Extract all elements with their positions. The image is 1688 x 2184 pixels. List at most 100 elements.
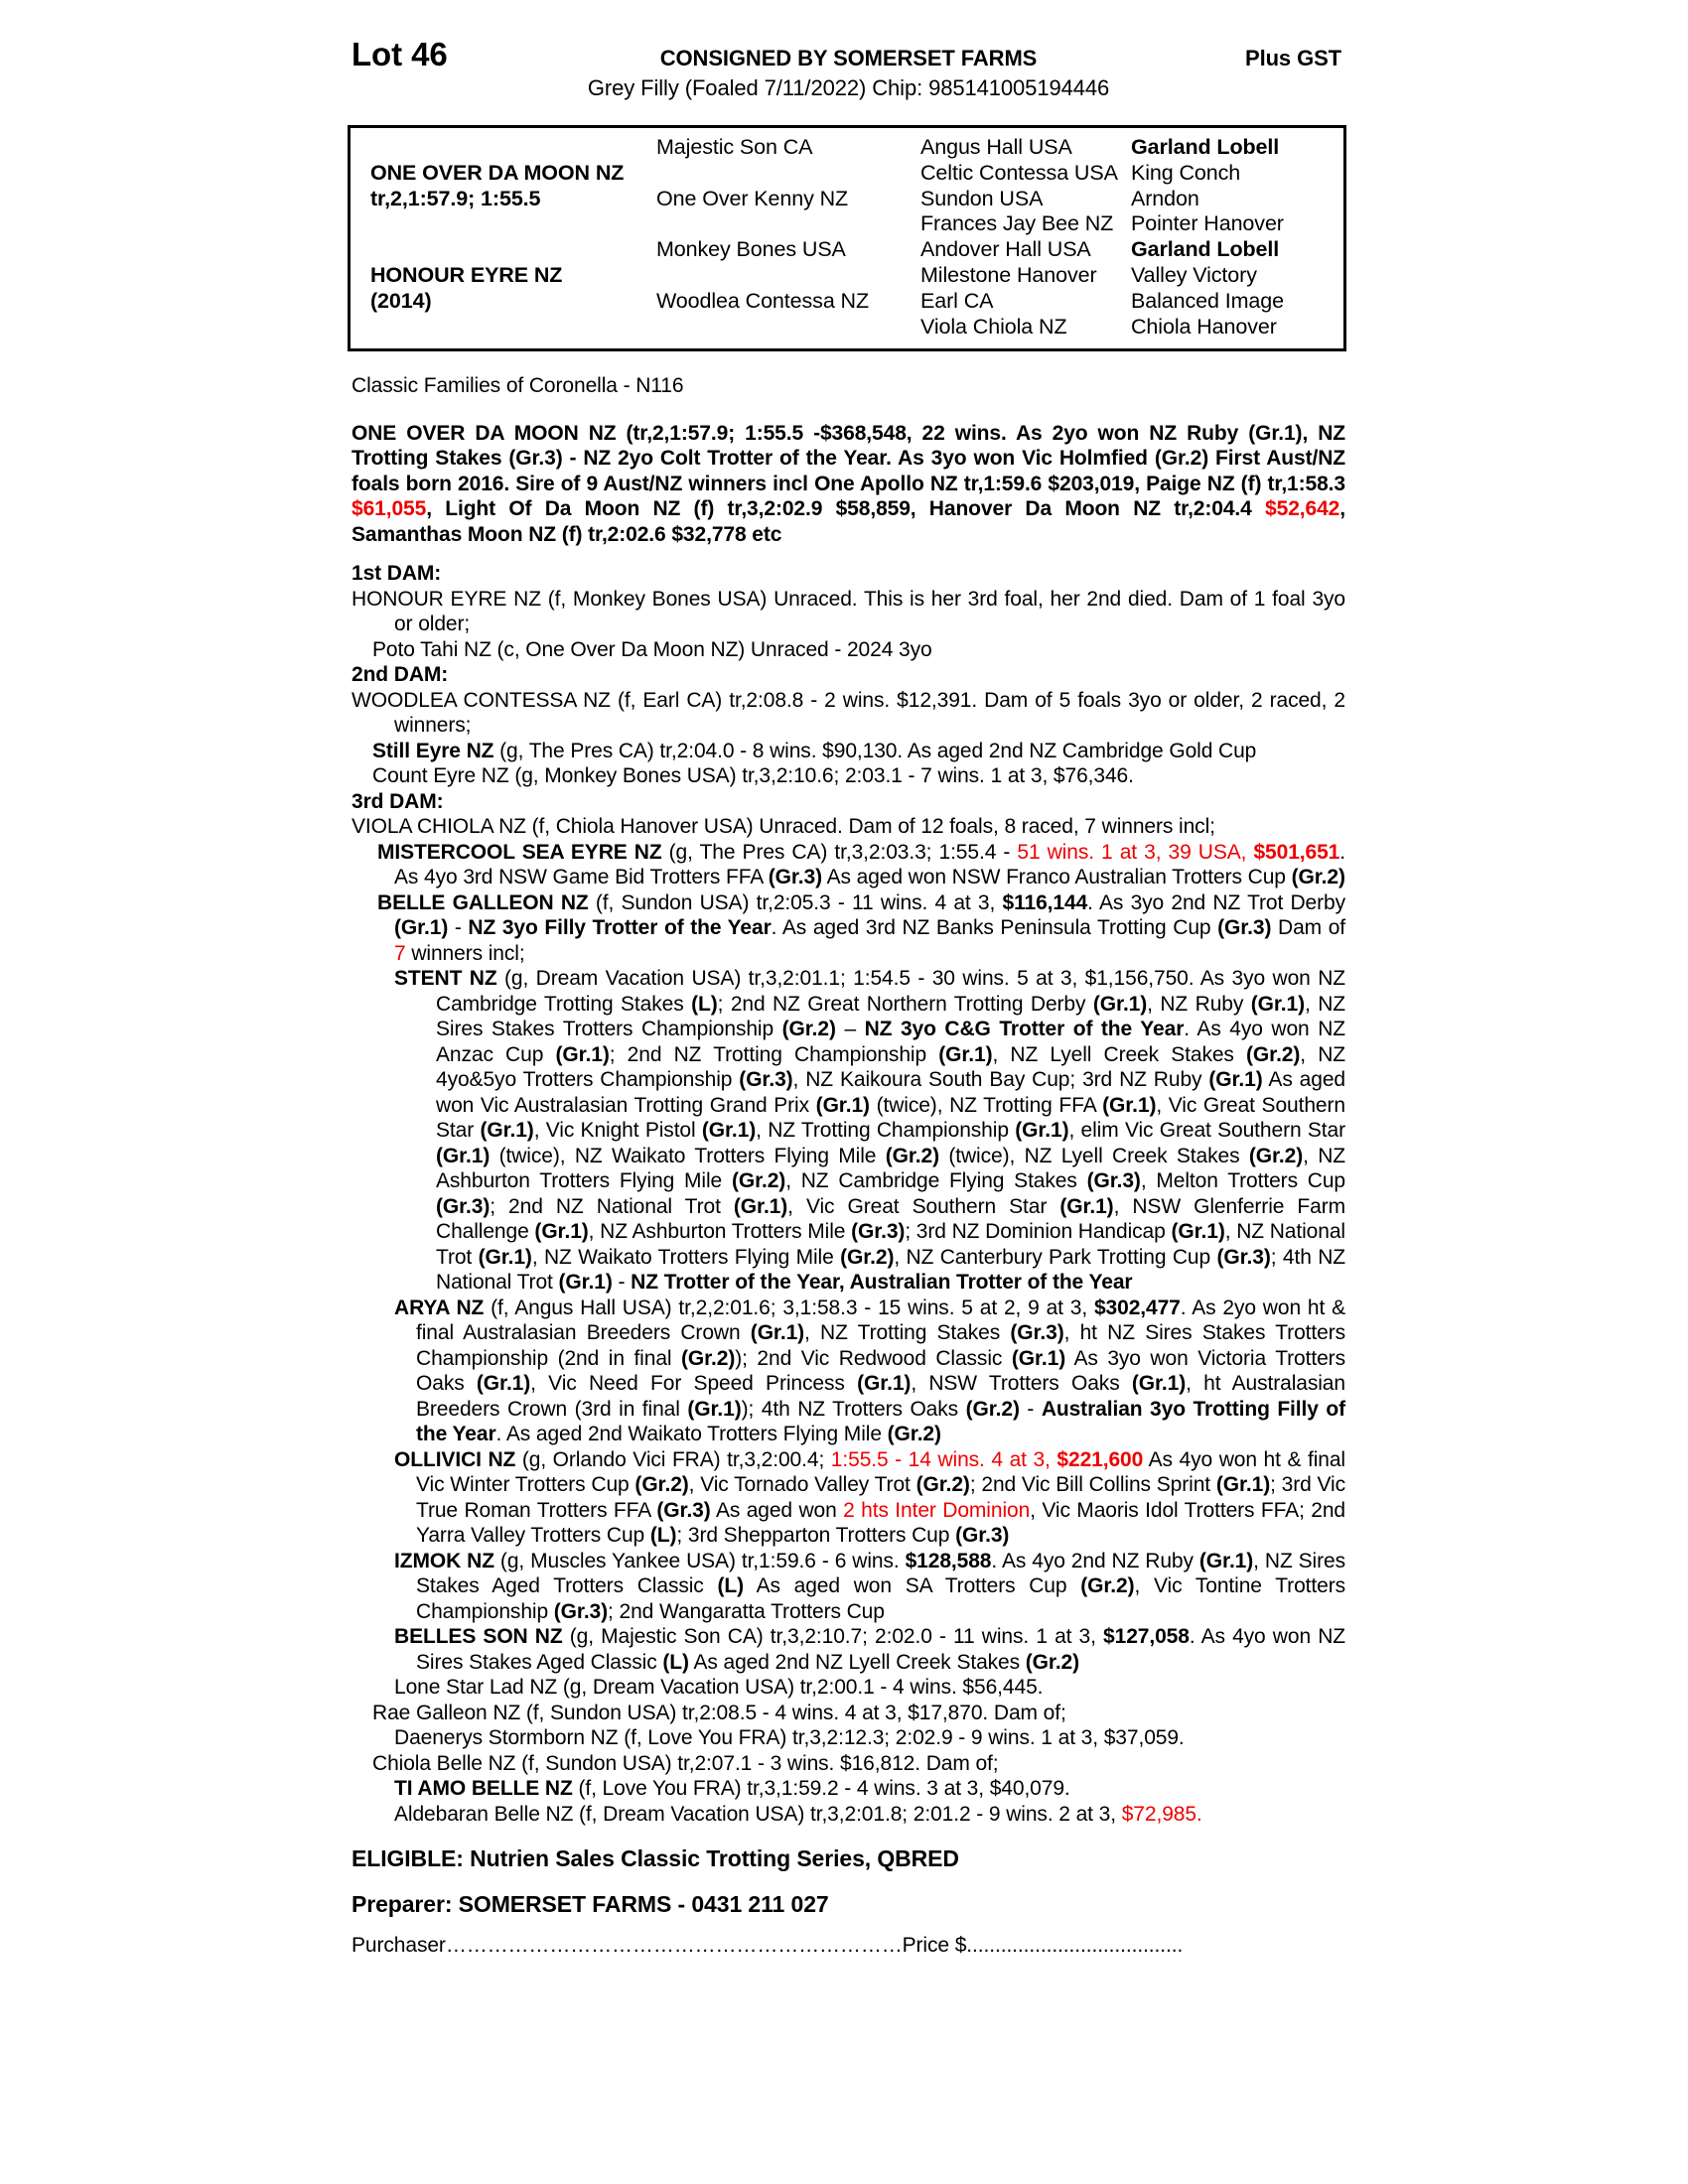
text-run: , NZ Sires Stakes Aged Trotters Classic — [416, 1549, 1345, 1598]
purchaser-price-line: Purchaser…………………………………………………………Price $..… — [352, 1933, 1345, 1959]
text-run: As 4yo won ht & final Vic Winter Trotter… — [416, 1447, 1345, 1497]
purchaser-label: Purchaser — [352, 1934, 446, 1958]
text-run: (Gr.2) — [1080, 1574, 1135, 1598]
text-run: $221,600 — [1056, 1447, 1144, 1471]
entry-ollivici: OLLIVICI NZ (g, Orlando Vici FRA) tr,3,2… — [394, 1447, 1345, 1549]
text-run: ; 2nd NZ Trotting Championship — [609, 1042, 939, 1066]
text-run: (g, The Pres CA) tr,2:04.0 - 8 wins. $90… — [493, 739, 1257, 762]
text-run: (Gr.1) — [1015, 1119, 1069, 1143]
text-run: Aldebaran Belle NZ (f, Dream Vacation US… — [394, 1802, 1122, 1826]
text-run: , elim Vic Great Southern Star — [1068, 1119, 1345, 1143]
text-run: (Gr.1) — [534, 1220, 589, 1244]
text-run: As aged won NSW Franco Australian Trotte… — [822, 866, 1292, 889]
text-run: (Gr.2) — [1246, 1042, 1301, 1066]
pedigree-cell: Balanced Image — [1131, 288, 1284, 313]
text-run: , NSW Glenferrie Farm Challenge — [436, 1194, 1345, 1244]
text-run: 1st DAM: — [352, 562, 442, 586]
text-run: , NZ Ashburton Trotters Mile — [588, 1220, 852, 1244]
text-run: (Gr.2) — [1291, 866, 1345, 889]
text-run: NZ 3yo Filly Trotter of the Year — [468, 916, 772, 940]
text-run: (g, Muscles Yankee USA) tr,1:59.6 - 6 wi… — [493, 1549, 906, 1572]
price-label: Price $ — [902, 1934, 967, 1958]
dam2-entry: WOODLEA CONTESSA NZ (f, Earl CA) tr,2:08… — [352, 688, 1345, 739]
text-run: . As 2yo won ht & final Australasian Bre… — [416, 1296, 1345, 1345]
pedigree-cell — [656, 161, 920, 187]
text-run: , Light Of Da Moon NZ (f) tr,3,2:02.9 $5… — [426, 497, 1266, 521]
text-run: 2nd DAM: — [352, 663, 449, 687]
text-run: (Gr.3) — [436, 1194, 491, 1218]
text-run: (twice), NZ Waikato Trotters Flying Mile — [490, 1144, 886, 1167]
text-run: , Vic Great Southern Star — [787, 1194, 1060, 1218]
lot-number: Lot 46 — [352, 36, 448, 72]
text-run: (Gr.1) — [1250, 992, 1305, 1016]
eligibility-note: ELIGIBLE: Nutrien Sales Classic Trotting… — [352, 1845, 959, 1872]
entry-stent: STENT NZ (g, Dream Vacation USA) tr,3,2:… — [394, 966, 1345, 1296]
text-run: , NZ 4yo&5yo Trotters Championship — [436, 1042, 1346, 1092]
text-run: (Gr.1) — [555, 1042, 610, 1066]
text-run: (L) — [649, 1524, 677, 1548]
text-run: Daenerys Stormborn NZ (f, Love You FRA) … — [394, 1726, 1185, 1750]
pedigree-grid: Majestic Son CA Angus Hall USA Garland Lob… — [370, 135, 1343, 340]
text-run: As aged won — [710, 1498, 844, 1522]
text-run: . As 3yo 2nd NZ Trot Derby — [1087, 890, 1346, 914]
text-run: Count Eyre NZ (g, Monkey Bones USA) tr,3… — [372, 764, 1134, 788]
text-run: ; 3rd NZ Dominion Handicap — [905, 1220, 1172, 1244]
text-run: TI AMO BELLE NZ — [394, 1777, 573, 1801]
text-run: (Gr.2) — [781, 1018, 836, 1041]
pedigree-cell: Angus Hall USA — [920, 135, 1072, 159]
entry-poto-tahi: Poto Tahi NZ (c, One Over Da Moon NZ) Un… — [372, 637, 1345, 663]
price-blank: ...................................... — [966, 1934, 1184, 1958]
text-run: Classic Families of Coronella - N116 — [352, 374, 684, 398]
entry-ti-amo-belle: TI AMO BELLE NZ (f, Love You FRA) tr,3,1… — [394, 1776, 1345, 1802]
text-run: (g, Orlando Vici FRA) tr,3,2:00.4; — [515, 1447, 831, 1471]
text-run: ); 2nd Vic Redwood Classic — [735, 1346, 1012, 1370]
pedigree-table: Majestic Son CA Angus Hall USA Garland Lob… — [348, 125, 1346, 352]
page-content: Lot 46 CONSIGNED BY SOMERSET FARMS Plus … — [348, 36, 1346, 1959]
text-run: (Gr.1) — [938, 1042, 993, 1066]
text-run: As aged won Vic Australasian Trotting Gr… — [436, 1068, 1346, 1117]
text-run: 1:55.5 - 14 wins. 4 at 3, — [830, 1447, 1057, 1471]
text-run: ); 4th NZ Trotters Oaks — [741, 1397, 966, 1421]
pedigree-cell — [370, 315, 656, 341]
text-run: (f, Love You FRA) tr,3,1:59.2 - 4 wins. … — [572, 1777, 1070, 1801]
pedigree-cell: HONOUR EYRE NZ — [370, 262, 563, 287]
text-run: , NZ Canterbury Park Trotting Cup — [894, 1245, 1217, 1269]
entry-arya: ARYA NZ (f, Angus Hall USA) tr,2,2:01.6;… — [394, 1296, 1345, 1447]
text-run: . As 4yo won NZ Sires Stakes Aged Classi… — [416, 1625, 1345, 1674]
pedigree-cell: Garland Lobell — [1131, 135, 1280, 159]
text-run: , Melton Trotters Cup — [1140, 1169, 1346, 1193]
text-run: (Gr.3) — [739, 1068, 793, 1092]
text-run: 2 hts Inter Dominion — [843, 1498, 1031, 1522]
entry-chiola-belle: Chiola Belle NZ (f, Sundon USA) tr,2:07.… — [372, 1751, 1345, 1777]
text-run: (Gr.1) — [1011, 1346, 1066, 1370]
text-run: (L) — [691, 992, 718, 1016]
text-run: $127,058 — [1103, 1625, 1190, 1649]
text-run: (Gr.1) — [476, 1372, 531, 1396]
text-run: – — [835, 1018, 865, 1041]
text-run: (Gr.1) — [750, 1321, 805, 1345]
sire-summary: ONE OVER DA MOON NZ (tr,2,1:57.9; 1:55.5… — [352, 421, 1345, 548]
text-run: STENT NZ — [394, 967, 497, 991]
text-run: , NZ Waikato Trotters Flying Mile — [531, 1245, 841, 1269]
text-run: , NZ Kaikoura South Bay Cup; 3rd NZ Ruby — [792, 1068, 1209, 1092]
text-run: ; 2nd Wangaratta Trotters Cup — [608, 1599, 885, 1623]
text-run: Lone Star Lad NZ (g, Dream Vacation USA)… — [394, 1676, 1044, 1700]
text-run: $302,477 — [1093, 1296, 1181, 1319]
horse-description: Grey Filly (Foaled 7/11/2022) Chip: 9851… — [587, 75, 1110, 100]
pedigree-cell: tr,2,1:57.9; 1:55.5 — [370, 186, 541, 210]
text-run: WOODLEA CONTESSA NZ (f, Earl CA) tr,2:08… — [352, 688, 1345, 738]
dam2-heading: 2nd DAM: — [352, 662, 1345, 688]
entry-izmok: IZMOK NZ (g, Muscles Yankee USA) tr,1:59… — [394, 1549, 1345, 1625]
pedigree-cell: Viola Chiola NZ — [920, 314, 1067, 339]
text-run: (Gr.1) — [701, 1119, 757, 1143]
text-run: . As 4yo won NZ Anzac Cup — [436, 1018, 1345, 1066]
pedigree-cell: Sundon USA — [920, 186, 1044, 210]
preparer-note: Preparer: SOMERSET FARMS - 0431 211 027 — [352, 1890, 829, 1917]
pedigree-cell — [656, 315, 920, 341]
text-run: (Gr.2) — [885, 1144, 939, 1167]
text-run: As aged won SA Trotters Cup — [743, 1574, 1081, 1598]
text-run: , ht Australasian Breeders Crown (3rd in… — [416, 1372, 1345, 1421]
text-run: (Gr.2) — [915, 1473, 970, 1497]
text-run: ; 2nd NZ Great Northern Trotting Derby — [717, 992, 1093, 1016]
